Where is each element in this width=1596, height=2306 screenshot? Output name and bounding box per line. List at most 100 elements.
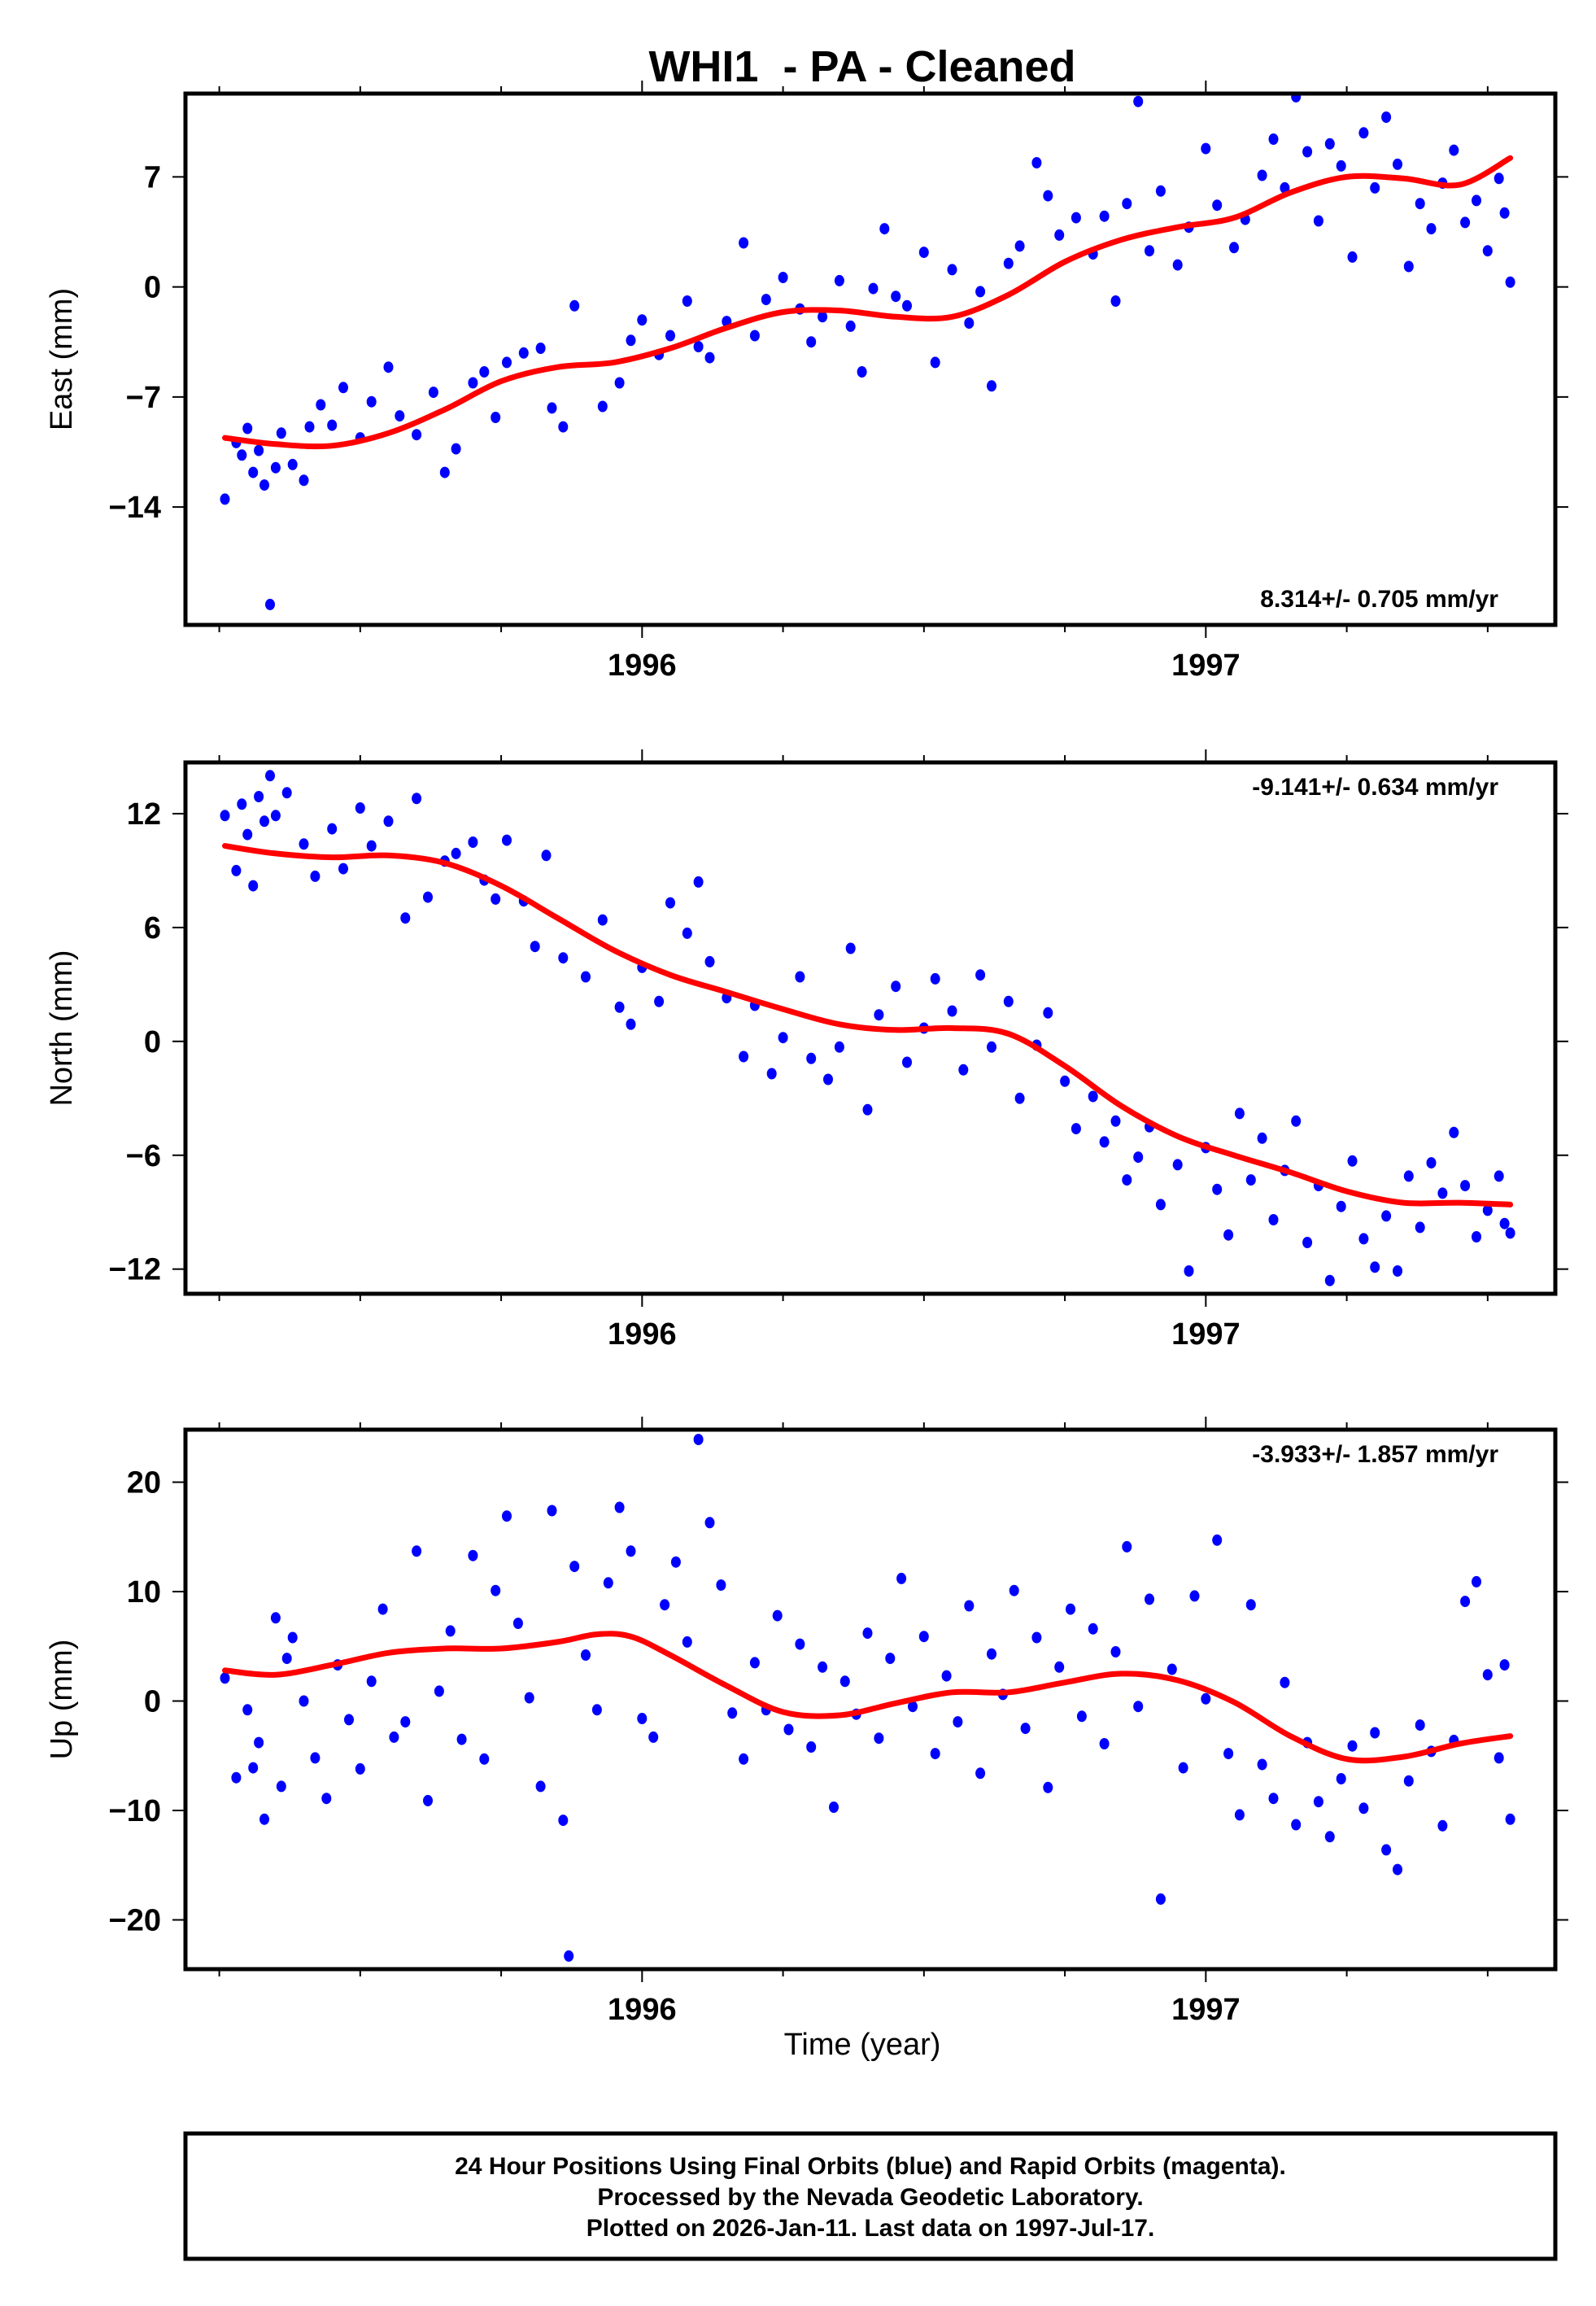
- north-data-point: [281, 787, 292, 799]
- east-data-point: [1291, 94, 1302, 103]
- east-data-point: [1426, 223, 1437, 235]
- east-data-point: [242, 422, 253, 435]
- north-data-point: [1482, 1204, 1493, 1216]
- north-data-point: [862, 1103, 873, 1116]
- up-data-point: [885, 1653, 896, 1665]
- north-data-point: [1245, 1174, 1256, 1186]
- north-data-point: [1472, 1231, 1481, 1243]
- up-data-point: [941, 1670, 952, 1682]
- east-data-point: [845, 320, 856, 332]
- east-data-point: [1472, 194, 1481, 207]
- up-data-point: [377, 1603, 388, 1615]
- north-data-point: [947, 1005, 957, 1017]
- north-data-point: [834, 1041, 844, 1053]
- north-x-tick-label: 1996: [608, 1317, 677, 1352]
- east-y-axis-label: East (mm): [45, 288, 79, 430]
- east-data-point: [569, 299, 580, 312]
- north-data-point: [1336, 1200, 1346, 1212]
- east-data-point: [739, 237, 749, 249]
- east-data-point: [1403, 260, 1414, 273]
- east-data-point: [1347, 251, 1358, 263]
- up-points: [220, 1434, 1515, 1962]
- up-data-point: [1054, 1661, 1065, 1673]
- east-data-point: [220, 493, 230, 505]
- east-data-point: [1313, 215, 1323, 227]
- east-data-point: [558, 421, 569, 433]
- up-data-point: [693, 1434, 704, 1446]
- north-data-point: [1460, 1180, 1471, 1192]
- east-data-point: [1505, 276, 1515, 288]
- north-y-tick-label: 12: [127, 797, 161, 832]
- north-y-axis-label: North (mm): [45, 950, 79, 1106]
- up-data-point: [1145, 1593, 1154, 1605]
- north-data-point: [975, 969, 986, 981]
- footer-line-2: Processed by the Nevada Geodetic Laborat…: [597, 2184, 1143, 2211]
- east-data-point: [975, 286, 986, 298]
- up-data-point: [276, 1780, 286, 1793]
- east-data-point: [637, 314, 648, 326]
- north-data-point: [1234, 1107, 1245, 1120]
- up-data-point: [389, 1731, 399, 1743]
- north-data-point: [366, 840, 377, 852]
- east-data-point: [1071, 212, 1081, 224]
- east-data-point: [366, 395, 377, 408]
- north-data-point: [338, 863, 348, 875]
- up-data-point: [1336, 1773, 1346, 1784]
- east-data-point: [1155, 185, 1166, 197]
- north-data-point: [665, 897, 675, 909]
- up-data-point: [569, 1561, 580, 1573]
- east-data-point: [818, 311, 828, 323]
- east-data-point: [1229, 242, 1239, 254]
- east-data-point: [614, 377, 625, 389]
- east-data-point: [299, 474, 309, 487]
- up-data-point: [281, 1653, 292, 1665]
- east-data-point: [1358, 127, 1369, 139]
- up-data-point: [581, 1649, 591, 1661]
- east-data-point: [693, 341, 704, 352]
- up-data-point: [1223, 1748, 1234, 1760]
- north-data-point: [614, 1001, 625, 1013]
- east-data-point: [930, 356, 940, 369]
- north-data-point: [766, 1068, 777, 1080]
- up-data-point: [783, 1723, 794, 1736]
- north-data-point: [237, 798, 247, 810]
- up-data-point: [727, 1707, 738, 1719]
- x-axis-label: Time (year): [784, 2028, 941, 2062]
- up-data-point: [987, 1648, 996, 1660]
- up-data-point: [468, 1549, 478, 1561]
- east-data-point: [891, 290, 901, 303]
- north-data-point: [412, 793, 422, 805]
- up-data-point: [862, 1627, 873, 1640]
- north-data-point: [265, 770, 275, 782]
- east-frame: [183, 91, 1558, 627]
- up-data-point: [839, 1675, 850, 1688]
- north-data-point: [987, 1041, 996, 1053]
- north-data-point: [1393, 1265, 1402, 1277]
- north-data-point: [248, 880, 259, 892]
- east-data-point: [1381, 111, 1392, 123]
- up-data-point: [1370, 1727, 1380, 1739]
- north-data-point: [874, 1009, 884, 1021]
- east-y-tick-label: 7: [144, 160, 161, 194]
- up-data-point: [1393, 1863, 1402, 1876]
- north-data-point: [491, 893, 501, 905]
- up-data-point: [1076, 1710, 1087, 1723]
- up-data-point: [908, 1701, 918, 1713]
- east-data-point: [704, 352, 715, 364]
- east-data-point: [918, 247, 929, 259]
- up-data-point: [412, 1545, 422, 1557]
- east-data-point: [265, 598, 275, 610]
- east-data-point: [1415, 198, 1425, 210]
- east-data-point: [383, 361, 394, 373]
- east-y-tick-label: 0: [144, 271, 161, 305]
- up-data-point: [591, 1704, 602, 1716]
- up-data-point: [254, 1736, 264, 1749]
- east-data-point: [1043, 190, 1053, 202]
- east-data-point: [1460, 216, 1471, 229]
- north-data-point: [1060, 1075, 1071, 1087]
- north-data-point: [1172, 1159, 1183, 1171]
- up-data-point: [1201, 1692, 1211, 1705]
- north-data-point: [1302, 1237, 1313, 1248]
- east-data-point: [761, 294, 771, 306]
